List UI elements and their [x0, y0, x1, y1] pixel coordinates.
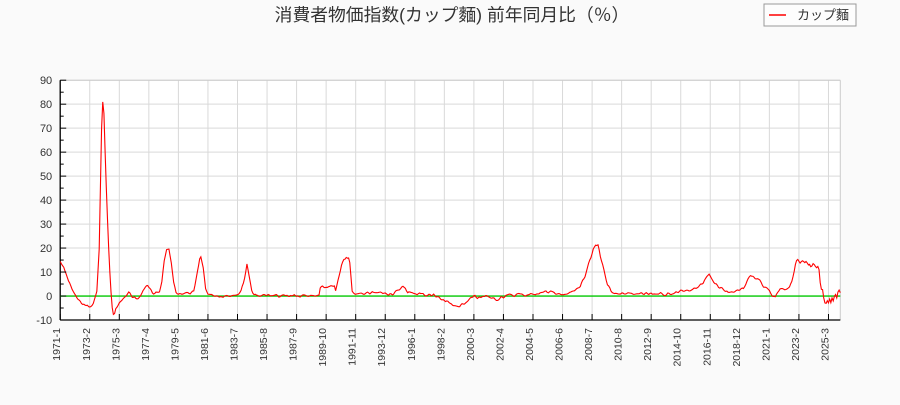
svg-text:90: 90	[40, 75, 52, 87]
svg-text:1985-8: 1985-8	[258, 328, 270, 361]
svg-text:2006-6: 2006-6	[554, 328, 566, 361]
svg-text:1991-11: 1991-11	[347, 328, 359, 366]
svg-text:1993-12: 1993-12	[376, 328, 388, 367]
svg-text:-10: -10	[36, 315, 52, 327]
svg-text:2018-12: 2018-12	[731, 328, 743, 367]
svg-text:50: 50	[40, 171, 52, 183]
svg-text:1975-3: 1975-3	[110, 328, 122, 361]
svg-text:2002-4: 2002-4	[494, 328, 506, 361]
svg-text:カップ麵: カップ麵	[797, 8, 849, 23]
svg-text:1971-1: 1971-1	[51, 328, 63, 361]
svg-text:2010-8: 2010-8	[613, 328, 625, 361]
svg-text:2025-3: 2025-3	[819, 328, 831, 361]
svg-text:30: 30	[40, 219, 52, 231]
svg-text:2016-11: 2016-11	[701, 328, 713, 366]
svg-text:1983-7: 1983-7	[229, 328, 241, 361]
svg-text:1987-9: 1987-9	[288, 328, 300, 361]
svg-text:1973-2: 1973-2	[81, 328, 93, 361]
svg-text:1981-6: 1981-6	[199, 328, 211, 361]
svg-text:2000-3: 2000-3	[465, 328, 477, 361]
svg-text:消費者物価指数(カップ麵) 前年同月比（％）: 消費者物価指数(カップ麵) 前年同月比（％）	[275, 5, 630, 25]
svg-text:1977-4: 1977-4	[140, 328, 152, 361]
svg-text:60: 60	[40, 147, 52, 159]
svg-text:1998-2: 1998-2	[435, 328, 447, 361]
svg-text:40: 40	[40, 195, 52, 207]
svg-text:2023-2: 2023-2	[790, 328, 802, 361]
svg-text:1996-1: 1996-1	[406, 328, 418, 361]
svg-text:70: 70	[40, 123, 52, 135]
svg-text:2021-1: 2021-1	[760, 328, 772, 361]
svg-text:2012-9: 2012-9	[642, 328, 654, 361]
svg-text:2008-7: 2008-7	[583, 328, 595, 361]
svg-text:1979-5: 1979-5	[169, 328, 181, 361]
svg-text:80: 80	[40, 99, 52, 111]
svg-text:2014-10: 2014-10	[672, 328, 684, 367]
svg-text:2004-5: 2004-5	[524, 328, 536, 361]
svg-text:10: 10	[40, 267, 52, 279]
svg-text:20: 20	[40, 243, 52, 255]
svg-text:0: 0	[46, 291, 52, 303]
svg-text:1989-10: 1989-10	[317, 328, 329, 367]
